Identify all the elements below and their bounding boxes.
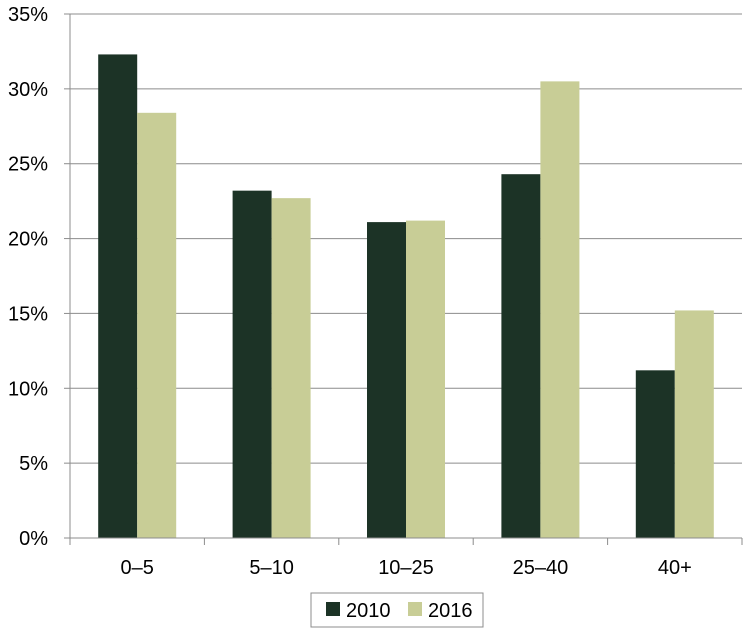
legend: 2010 2016 bbox=[310, 592, 484, 628]
bar-2010-1 bbox=[232, 190, 272, 539]
legend-swatch-2016 bbox=[408, 602, 422, 616]
bar-2010-3 bbox=[501, 174, 541, 539]
legend-label-2016: 2016 bbox=[428, 600, 473, 622]
y-tick-label: 20% bbox=[8, 229, 48, 251]
y-tick-label: 5% bbox=[19, 453, 48, 475]
bar-2016-0 bbox=[137, 112, 177, 538]
y-tick-label: 25% bbox=[8, 154, 48, 176]
bar-2010-4 bbox=[635, 370, 675, 538]
y-tick-label: 15% bbox=[8, 303, 48, 325]
x-tick-label: 5–10 bbox=[249, 557, 294, 579]
x-tick-label: 40+ bbox=[658, 557, 692, 579]
y-axis-ticks: 0% 5% 10% 15% 20% 25% 30% 35% bbox=[8, 4, 48, 550]
x-tick-label: 10–25 bbox=[378, 557, 434, 579]
y-tick-label: 10% bbox=[8, 378, 48, 400]
axes bbox=[64, 13, 743, 545]
legend-swatch-2010 bbox=[326, 602, 340, 616]
bar-2016-3 bbox=[540, 81, 580, 538]
y-tick-label: 0% bbox=[19, 528, 48, 550]
bar-2010-2 bbox=[367, 222, 406, 539]
legend-label-2010: 2010 bbox=[346, 600, 391, 622]
bars bbox=[98, 54, 714, 539]
x-tick-label: 0–5 bbox=[121, 557, 154, 579]
x-tick-label: 25–40 bbox=[513, 557, 569, 579]
y-tick-label: 35% bbox=[8, 4, 48, 26]
bar-2016-4 bbox=[674, 310, 714, 538]
bar-2016-2 bbox=[406, 220, 445, 538]
bar-2016-1 bbox=[271, 198, 311, 539]
y-tick-label: 30% bbox=[8, 79, 48, 101]
bar-2010-0 bbox=[98, 54, 138, 539]
x-axis-ticks: 0–5 5–10 10–25 25–40 40+ bbox=[121, 557, 692, 579]
